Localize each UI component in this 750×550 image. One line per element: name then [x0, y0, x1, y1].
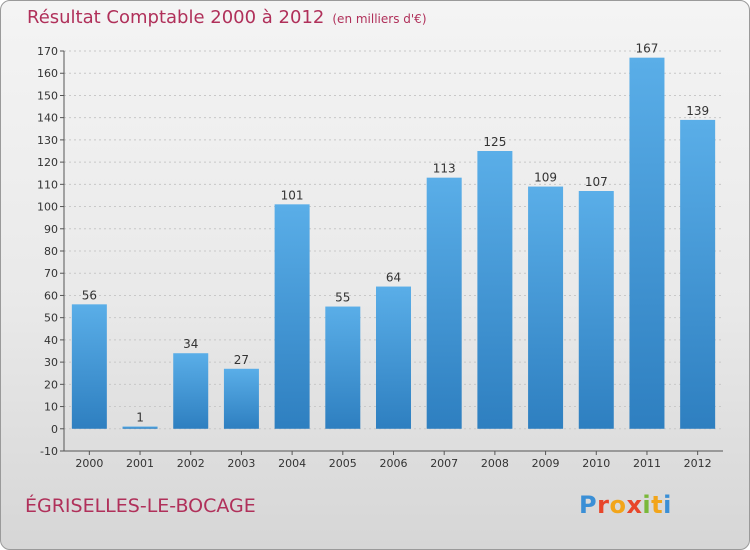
x-tick-label-2000: 2000 [75, 457, 103, 470]
y-tick-label: 100 [37, 201, 58, 214]
y-tick-label: 60 [44, 289, 58, 302]
y-tick-label: 140 [37, 112, 58, 125]
bar-2005 [325, 306, 361, 429]
x-tick-label-2006: 2006 [380, 457, 408, 470]
chart-title-text: Résultat Comptable 2000 à 2012 [27, 7, 325, 28]
y-tick-label: 80 [44, 245, 58, 258]
proxiti-logo: Proxiti [579, 491, 672, 519]
data-label-2010: 107 [585, 175, 608, 189]
x-tick-label-2012: 2012 [684, 457, 712, 470]
axes: -10 0 10 20 30 40 50 60 70 80 90 100 110 120 130 140 150… [37, 45, 723, 470]
y-tick-label: 50 [44, 312, 58, 325]
bar-2006 [376, 286, 411, 429]
bar-2011 [629, 57, 665, 429]
data-label-2006: 64 [386, 271, 401, 285]
y-tick-label: 40 [44, 334, 58, 347]
y-tick-label: 0 [51, 423, 58, 436]
x-tick-label-2010: 2010 [582, 457, 610, 470]
x-tick-label-2007: 2007 [430, 457, 458, 470]
y-tick-label: 170 [37, 45, 58, 58]
data-label-2000: 56 [82, 288, 97, 302]
bar-2007 [426, 177, 462, 429]
bar-2010 [578, 191, 614, 429]
data-label-2008: 125 [483, 135, 506, 149]
data-label-2004: 101 [281, 188, 304, 202]
x-tick-label-2005: 2005 [329, 457, 357, 470]
data-label-2012: 139 [686, 104, 709, 118]
data-label-2002: 34 [183, 337, 198, 351]
y-tick-label: 110 [37, 178, 58, 191]
bars [71, 57, 716, 429]
bar-2008 [477, 151, 513, 429]
y-tick-label: 120 [37, 156, 58, 169]
y-tick-label: 90 [44, 223, 58, 236]
bar-2003 [223, 368, 259, 429]
chart-subtitle: (en milliers d'€) [332, 12, 427, 26]
bar-2012 [680, 119, 716, 429]
y-tick-label: 150 [37, 89, 58, 102]
y-tick-label: 10 [44, 401, 58, 414]
bar-2002 [173, 353, 209, 429]
data-label-2009: 109 [534, 171, 557, 185]
commune-name: ÉGRISELLES-LE-BOCAGE [25, 495, 256, 517]
bar-2000 [71, 304, 107, 429]
y-tick-label: -10 [40, 445, 58, 458]
x-tick-label-2009: 2009 [532, 457, 560, 470]
y-tick-label: 130 [37, 134, 58, 147]
data-label-2007: 113 [433, 162, 456, 176]
data-label-2011: 167 [636, 42, 659, 56]
y-tick-label: 20 [44, 378, 58, 391]
data-label-2005: 55 [335, 291, 350, 305]
x-tick-label-2003: 2003 [227, 457, 255, 470]
y-tick-label: 70 [44, 267, 58, 280]
data-label-2001: 1 [136, 411, 144, 425]
chart-title: Résultat Comptable 2000 à 2012 (en millie… [27, 7, 427, 28]
data-label-2003: 27 [234, 353, 249, 367]
x-tick-label-2011: 2011 [633, 457, 661, 470]
y-tick-label: 30 [44, 356, 58, 369]
x-tick-label-2001: 2001 [126, 457, 154, 470]
x-tick-label-2008: 2008 [481, 457, 509, 470]
x-tick-label-2004: 2004 [278, 457, 306, 470]
x-tick-label-2002: 2002 [177, 457, 205, 470]
y-tick-label: 160 [37, 67, 58, 80]
data-labels: 56 1 34 27 101 55 64 113 125 109 107 167 139 [82, 42, 709, 425]
bar-2004 [274, 204, 310, 429]
bar-2001 [122, 426, 158, 429]
bar-2009 [528, 186, 564, 429]
